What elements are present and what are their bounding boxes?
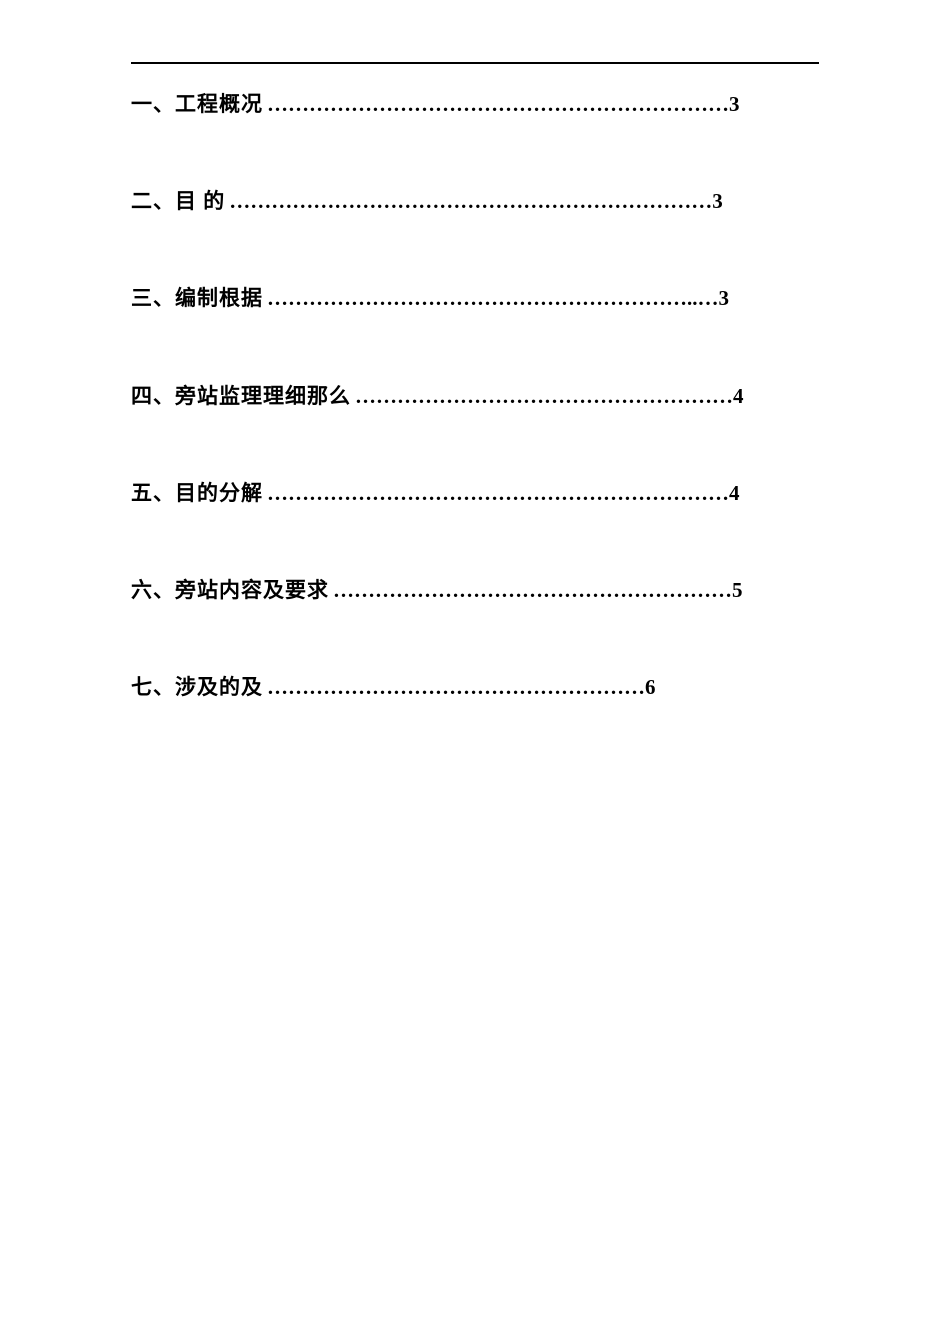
toc-page-number: 4 <box>733 384 744 409</box>
toc-leader-dots: ……………………………………………………..… <box>263 286 719 311</box>
toc-entry: 五、目的分解 ………………………………………………………… 4 <box>131 481 819 506</box>
toc-label: 一、工程概况 <box>131 92 263 117</box>
toc-leader-dots: ……………………………………………… <box>351 384 733 409</box>
toc-leader-dots: …………………………………………………………… <box>225 189 712 214</box>
toc-page-number: 3 <box>719 286 730 311</box>
toc-label: 五、目的分解 <box>131 481 263 506</box>
toc-page-number: 5 <box>732 578 743 603</box>
document-page: 一、工程概况 ………………………………………………………… 3 二、目 的 ……… <box>131 62 819 772</box>
toc-entry: 六、旁站内容及要求 ………………………………………………… 5 <box>131 578 819 603</box>
toc-leader-dots: ………………………………………………… <box>329 578 732 603</box>
toc-entry: 七、涉及的及 ……………………………………………… 6 <box>131 675 819 700</box>
horizontal-rule <box>131 62 819 64</box>
toc-label: 二、目 的 <box>131 189 225 214</box>
toc-entry: 三、编制根据 ……………………………………………………..… 3 <box>131 286 819 311</box>
toc-label: 七、涉及的及 <box>131 675 263 700</box>
toc-label: 六、旁站内容及要求 <box>131 578 329 603</box>
toc-page-number: 4 <box>729 481 740 506</box>
toc-entry: 一、工程概况 ………………………………………………………… 3 <box>131 92 819 117</box>
toc-label: 三、编制根据 <box>131 286 263 311</box>
toc-leader-dots: ………………………………………………………… <box>263 481 729 506</box>
toc-page-number: 3 <box>729 92 740 117</box>
toc-page-number: 3 <box>712 189 723 214</box>
toc-leader-dots: ……………………………………………… <box>263 675 645 700</box>
toc-leader-dots: ………………………………………………………… <box>263 92 729 117</box>
toc-page-number: 6 <box>645 675 656 700</box>
toc-entry: 二、目 的 …………………………………………………………… 3 <box>131 189 819 214</box>
toc-label: 四、旁站监理理细那么 <box>131 384 351 409</box>
toc-entry: 四、旁站监理理细那么 ……………………………………………… 4 <box>131 384 819 409</box>
